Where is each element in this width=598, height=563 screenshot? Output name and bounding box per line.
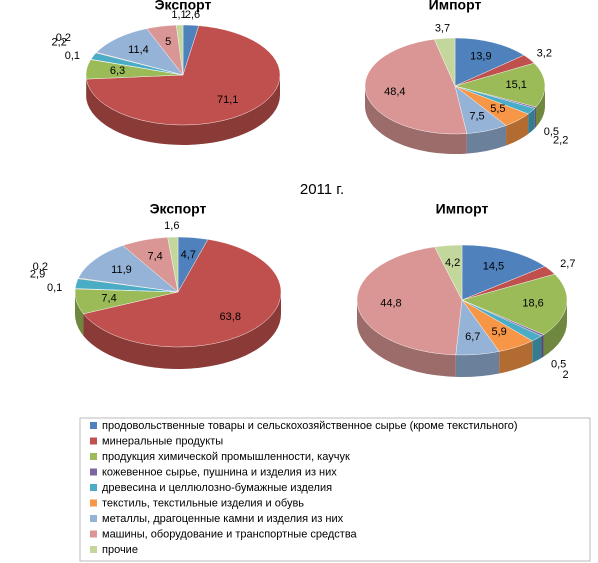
value-label: 0,5 [551,358,566,370]
legend-label: металлы, драгоценные камни и изделия из … [102,513,344,525]
pie-slice [454,62,546,108]
pie-slice [78,245,179,293]
pie-slice-side [528,108,535,134]
legend-swatch [90,499,97,507]
pie-slice-side [365,86,467,154]
value-label: 1,1 [171,9,186,21]
value-label: 1,6 [164,220,179,232]
pie-slice [356,246,463,356]
pie-slice [454,37,525,87]
value-label: 0,2 [33,261,48,273]
legend-label: минеральные продукты [102,435,223,447]
legend-label: древесина и целлюлозно-бумажные изделия [102,482,332,494]
value-label: 6,7 [465,331,480,343]
pie-slice-side [86,75,281,146]
value-label: 2,2 [52,37,67,49]
pie-slice-side [535,86,545,127]
value-label: 14,5 [483,260,504,272]
legend-box [79,417,591,562]
value-label: 6,3 [110,65,125,77]
legend-label: машины, оборудование и транспортные сред… [102,528,358,540]
pie-slice-side [543,300,567,357]
pie-slice [434,244,463,301]
value-label: 0,2 [56,32,71,44]
value-label: 3,7 [435,23,450,35]
value-label: 0,1 [47,282,62,294]
pie-slice-side [75,292,84,336]
value-label: 0,1 [65,50,80,62]
value-label: 15,1 [505,79,526,91]
legend-label: продукция химической промышленности, кау… [102,451,350,463]
value-label: 3,2 [537,48,552,60]
pie-slice [461,244,546,301]
value-label: 4,7 [181,249,196,261]
value-label: 2,7 [560,258,575,270]
legend-label: текстиль, текстильные изделия и обувь [102,497,304,509]
legend-label: продовольственные товары и сельскохозяйс… [102,420,518,432]
value-label: 48,4 [384,86,405,98]
pie-slice-side [541,334,544,358]
value-label: 5 [165,36,171,48]
value-label: 18,6 [522,297,543,309]
value-label: 7,4 [147,251,162,263]
pie-slice-side [534,106,536,129]
group-title: 2011 г. [300,181,344,198]
pie-slice [364,39,468,135]
value-label: 0,5 [544,126,559,138]
pie-slice-side [357,300,456,377]
value-label: 7,4 [101,292,116,304]
legend-swatch [90,515,97,522]
chart-title: Импорт [436,201,489,217]
pie-slice-side [532,335,542,363]
legend-swatch [90,422,97,429]
legend-label: кожевенное сырье, пушнина и изделия из н… [102,466,337,478]
value-label: 7,5 [469,110,484,122]
legend-swatch [90,546,97,553]
pie-slice-side [499,340,533,374]
value-label: 11,9 [111,264,132,276]
chart-title: Экспорт [150,201,207,217]
pie-slice-side [466,125,507,154]
pie-slice [461,273,568,335]
pie-slice-side [455,351,500,377]
pie-slice-side [506,113,529,146]
pie-slice [167,236,179,293]
chart-title: Импорт [429,0,482,13]
pie-slice [96,28,184,76]
value-label: 2,9 [30,268,45,280]
value-label: 11,4 [128,44,149,56]
pie-slice [83,239,282,348]
value-label: 2,6 [185,9,200,21]
pie-slice [433,37,456,87]
value-label: 2 [562,369,568,381]
value-label: 5,9 [491,326,506,338]
legend-swatch [90,530,97,538]
legend-swatch [90,468,97,476]
value-label: 63,8 [220,311,241,323]
value-label: 5,5 [490,103,505,115]
chart-title: Экспорт [155,0,212,13]
value-label: 71,1 [217,94,238,106]
value-label: 44,8 [380,298,401,310]
legend-swatch [90,453,97,460]
pie-slice-side [83,292,281,370]
legend-swatch [90,484,97,491]
legend-swatch [90,437,97,445]
pie-slice [176,24,184,76]
value-label: 4,2 [445,257,460,269]
value-label: 2,2 [553,135,568,147]
value-label: 13,9 [470,50,491,62]
legend-label: прочие [102,544,138,556]
